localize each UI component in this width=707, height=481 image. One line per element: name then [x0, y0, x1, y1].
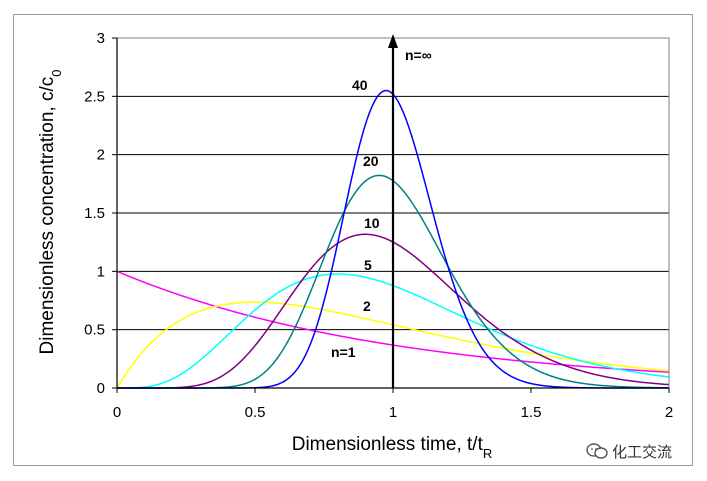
y-tick-label: 0: [97, 380, 105, 397]
axes: [112, 34, 670, 393]
curve-label-n-1: n=1: [331, 344, 356, 360]
y-tick-label: 2: [97, 147, 105, 164]
tick-labels: 0 0.5 1 1.5 2 2.5 3 0 0.5 1 1.5 2: [84, 30, 673, 421]
curve-label-n-5: 5: [364, 257, 372, 273]
y-tick-label: 3: [97, 30, 105, 47]
y-tick-label: 2.5: [84, 88, 105, 105]
x-axis-title: Dimensionless time, t/tR: [292, 434, 493, 461]
x-tick-label: 0: [113, 404, 121, 421]
chart-frame: [13, 14, 693, 466]
curve-label-n-10: 10: [364, 215, 380, 231]
watermark: 化工交流: [586, 440, 672, 462]
infinity-label: n=∞: [405, 47, 432, 63]
infinity-arrow-head: [388, 34, 398, 48]
y-tick-label: 1: [97, 263, 105, 280]
curve-label-n-2: 2: [363, 298, 371, 314]
x-tick-label: 2: [665, 404, 673, 421]
x-tick-label: 1: [389, 404, 397, 421]
x-tick-label: 0.5: [245, 404, 266, 421]
y-tick-label: 1.5: [84, 205, 105, 222]
curve-labels: n=∞ n=1 2 5 10 20 40: [331, 47, 432, 360]
y-axis-title: Dimensionless concentration, c/c0: [37, 70, 64, 355]
curve-label-n-20: 20: [363, 153, 379, 169]
watermark-text: 化工交流: [612, 442, 673, 461]
curve-label-n-40: 40: [352, 77, 368, 93]
chat-bubble-icon: [586, 443, 608, 459]
x-tick-label: 1.5: [521, 404, 542, 421]
y-tick-label: 0.5: [84, 322, 105, 339]
